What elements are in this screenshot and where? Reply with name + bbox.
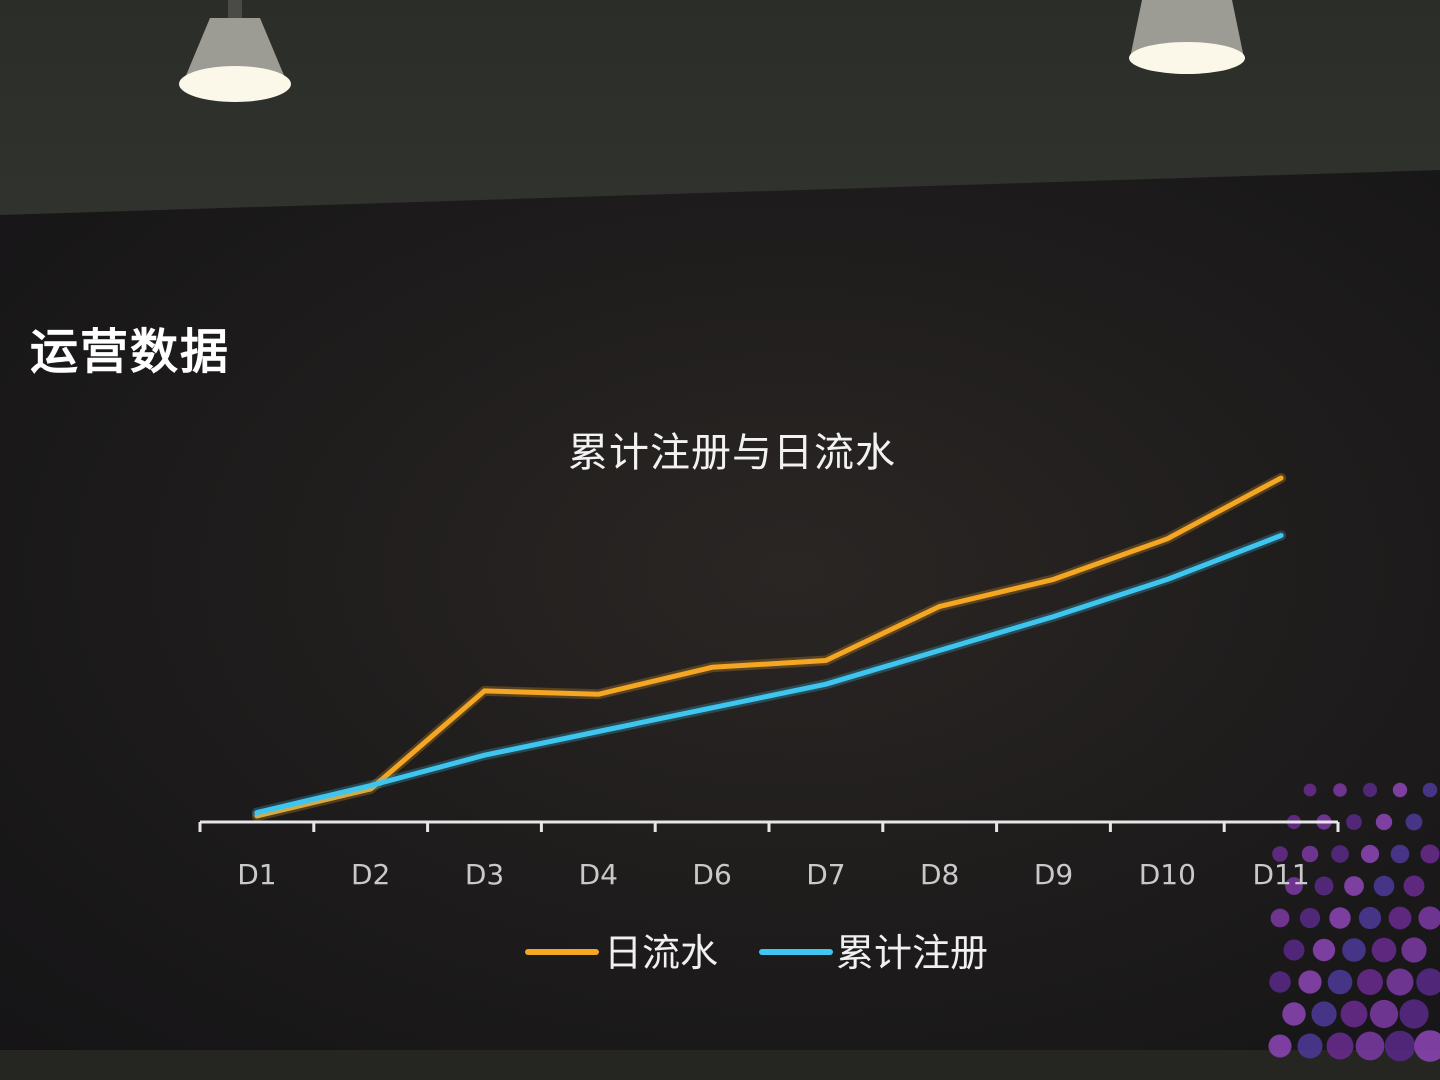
decor-dot (1344, 876, 1364, 896)
decor-dot (1362, 782, 1378, 798)
decor-dot (1422, 782, 1438, 798)
decor-dot (1401, 937, 1427, 963)
ceiling-lamp-left (179, 0, 291, 102)
x-tick-label: D6 (692, 858, 731, 891)
decor-dot (1373, 875, 1395, 897)
decor-dot (1384, 1030, 1416, 1062)
series-line-1 (254, 475, 1284, 819)
legend-label: 累计注册 (836, 931, 988, 975)
decor-dot (1331, 845, 1349, 863)
decor-dot (1270, 908, 1290, 928)
series-line-2 (254, 533, 1284, 816)
decor-dot (1303, 783, 1317, 797)
x-tick-label: D11 (1252, 858, 1309, 891)
decor-dot (1340, 1000, 1368, 1028)
decor-dot (1386, 968, 1414, 996)
x-tick-label: D10 (1139, 858, 1196, 891)
decor-dot (1357, 969, 1383, 995)
decor-dot (1414, 1030, 1440, 1062)
decor-dot (1327, 969, 1353, 995)
decor-dot (1312, 938, 1336, 962)
decor-dot (1390, 844, 1410, 864)
decor-dot (1420, 844, 1440, 864)
decor-dot (1297, 1033, 1323, 1059)
decor-dot (1272, 846, 1288, 862)
decor-dot (1416, 968, 1440, 996)
decorative-dots (1268, 782, 1440, 1062)
page-title: 运营数据 (30, 324, 231, 380)
decor-dot (1311, 1001, 1337, 1027)
decor-dot (1358, 906, 1382, 930)
x-tick-label: D7 (806, 858, 845, 891)
x-tick-label: D2 (351, 858, 390, 891)
chart-title: 累计注册与日流水 (568, 430, 896, 476)
decor-dot (1342, 938, 1366, 962)
decor-dot (1314, 876, 1334, 896)
series-line-glow (251, 530, 1287, 818)
x-tick-label: D4 (579, 858, 618, 891)
decor-dot (1299, 907, 1321, 929)
decor-dot (1375, 813, 1393, 831)
legend: 日流水 累计注册 (525, 931, 988, 975)
x-tick-label: D8 (920, 858, 959, 891)
ceiling-lamp-right (1129, 0, 1245, 74)
decor-dot (1326, 1032, 1354, 1060)
x-tick-label: D9 (1034, 858, 1073, 891)
floor-strip (0, 1050, 1440, 1080)
decor-dot (1301, 845, 1319, 863)
projection-screen (0, 170, 1440, 1060)
x-tick-label: D1 (237, 858, 276, 891)
decor-dot (1371, 937, 1397, 963)
decor-dot (1269, 971, 1291, 993)
x-axis (198, 820, 1340, 832)
series-line-glow (251, 473, 1287, 821)
decor-dot (1268, 1034, 1292, 1058)
decor-dot (1418, 906, 1440, 930)
decor-dot (1388, 906, 1412, 930)
decor-dot (1399, 999, 1429, 1029)
decor-dot (1403, 875, 1425, 897)
decor-dot (1282, 1002, 1306, 1026)
x-tick-label: D3 (465, 858, 504, 891)
decor-dot (1333, 783, 1347, 797)
decor-dot (1283, 939, 1305, 961)
decor-dot (1329, 907, 1351, 929)
decor-dot (1369, 999, 1399, 1029)
decor-dot (1355, 1031, 1385, 1061)
decor-dot (1405, 813, 1423, 831)
x-tick-labels: D1 D2 D3 D4 D6 D7 D8 D9 D10 D11 (237, 858, 1309, 891)
decor-dot (1346, 814, 1362, 830)
legend-label: 日流水 (604, 931, 718, 975)
decor-dot (1360, 844, 1380, 864)
decor-dot (1285, 877, 1303, 895)
series-lines (251, 473, 1287, 821)
decor-dot (1298, 970, 1322, 994)
decor-dot (1392, 782, 1408, 798)
